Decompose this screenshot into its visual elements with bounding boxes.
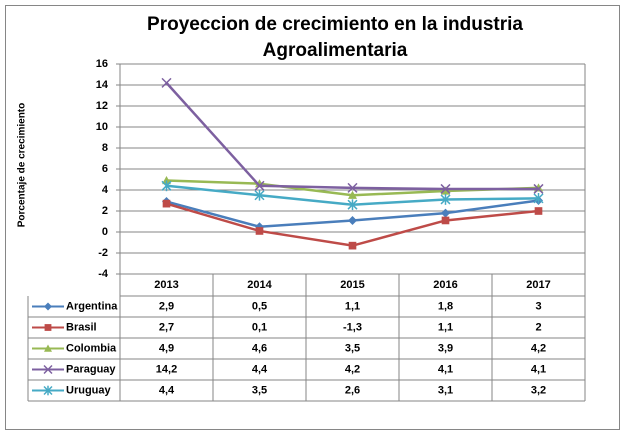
legend-label: Brasil [66, 321, 97, 333]
table-value: 4,2 [345, 363, 360, 375]
table-value: -1,3 [343, 321, 362, 333]
marker-shape [440, 183, 451, 194]
marker-shape [441, 186, 450, 195]
marker [44, 302, 52, 311]
x-tick-label: 2013 [154, 279, 178, 291]
marker-shape [161, 77, 172, 88]
table-value: 4,6 [252, 342, 267, 354]
y-tick-label: 2 [102, 205, 108, 217]
y-axis-label: Porcentaje de crecimiento [17, 103, 28, 228]
marker-shape [441, 208, 450, 218]
table-value: 2,7 [159, 321, 174, 333]
marker [347, 182, 358, 193]
marker [534, 207, 543, 215]
marker [254, 180, 265, 191]
marker [347, 199, 358, 211]
x-tick-label: 2015 [340, 279, 364, 291]
table-value: 3,9 [438, 342, 453, 354]
marker-shape [441, 216, 450, 225]
marker [44, 344, 52, 352]
table-value: 1,1 [438, 321, 453, 333]
marker-shape [44, 302, 52, 311]
table-value: 2 [535, 321, 541, 333]
chart-title: Proyeccion de crecimiento en la industri… [147, 14, 523, 61]
marker [162, 176, 171, 185]
marker [533, 183, 544, 194]
y-tick-label: 6 [102, 163, 108, 175]
marker [161, 180, 172, 192]
marker [254, 189, 265, 201]
y-tick-label: 14 [96, 79, 109, 91]
y-tick-label: 10 [96, 121, 108, 133]
marker-shape [255, 227, 264, 235]
marker-shape [43, 364, 53, 375]
table-value: 4,4 [252, 363, 268, 375]
table-value: 14,2 [156, 363, 177, 375]
marker-shape [348, 190, 357, 199]
table-value: 3,5 [252, 384, 267, 396]
marker-shape [348, 241, 357, 250]
y-tick-label: -4 [98, 268, 109, 280]
y-tick-label: -2 [98, 247, 108, 259]
marker [43, 385, 53, 396]
marker [255, 227, 264, 235]
marker-shape [254, 180, 265, 191]
table-value: 4,4 [159, 384, 175, 396]
marker [441, 186, 450, 195]
marker [441, 216, 450, 225]
marker [441, 208, 450, 218]
marker [43, 364, 53, 375]
marker-shape [162, 176, 171, 185]
legend-label: Uruguay [66, 384, 112, 396]
marker-shape [44, 324, 52, 331]
marker [44, 324, 52, 331]
marker [533, 193, 544, 204]
table-value: 3,5 [345, 342, 360, 354]
marker [440, 183, 451, 194]
marker [348, 190, 357, 199]
x-tick-label: 2016 [433, 279, 457, 291]
table-value: 4,1 [531, 363, 546, 375]
marker [348, 215, 357, 225]
table-value: 4,9 [159, 342, 174, 354]
table-value: 2,6 [345, 384, 360, 396]
legend-label: Paraguay [66, 363, 116, 375]
table-value: 2,9 [159, 300, 174, 312]
marker [162, 199, 171, 208]
marker-shape [44, 344, 52, 352]
marker [348, 241, 357, 250]
y-tick-label: 16 [96, 58, 108, 70]
table-value: 3 [535, 300, 541, 312]
x-tick-label: 2017 [526, 279, 550, 291]
table-value: 0,1 [252, 321, 267, 333]
table-value: 4,1 [438, 363, 453, 375]
y-tick-label: 4 [102, 184, 109, 196]
y-tick-label: 8 [102, 142, 108, 154]
table-value: 4,2 [531, 342, 546, 354]
marker [161, 77, 172, 88]
marker-shape [533, 183, 544, 194]
table-value: 3,2 [531, 384, 546, 396]
marker-shape [347, 182, 358, 193]
table-value: 0,5 [252, 300, 267, 312]
marker-shape [162, 199, 171, 208]
legend-label: Argentina [66, 300, 118, 312]
legend-label: Colombia [66, 342, 117, 354]
y-tick-label: 0 [102, 226, 108, 238]
y-tick-label: 12 [96, 100, 108, 112]
marker-shape [348, 215, 357, 225]
marker-shape [534, 207, 543, 215]
x-tick-label: 2014 [247, 279, 272, 291]
table-value: 3,1 [438, 384, 453, 396]
table-value: 1,1 [345, 300, 360, 312]
marker [440, 194, 451, 205]
table-value: 1,8 [438, 300, 453, 312]
